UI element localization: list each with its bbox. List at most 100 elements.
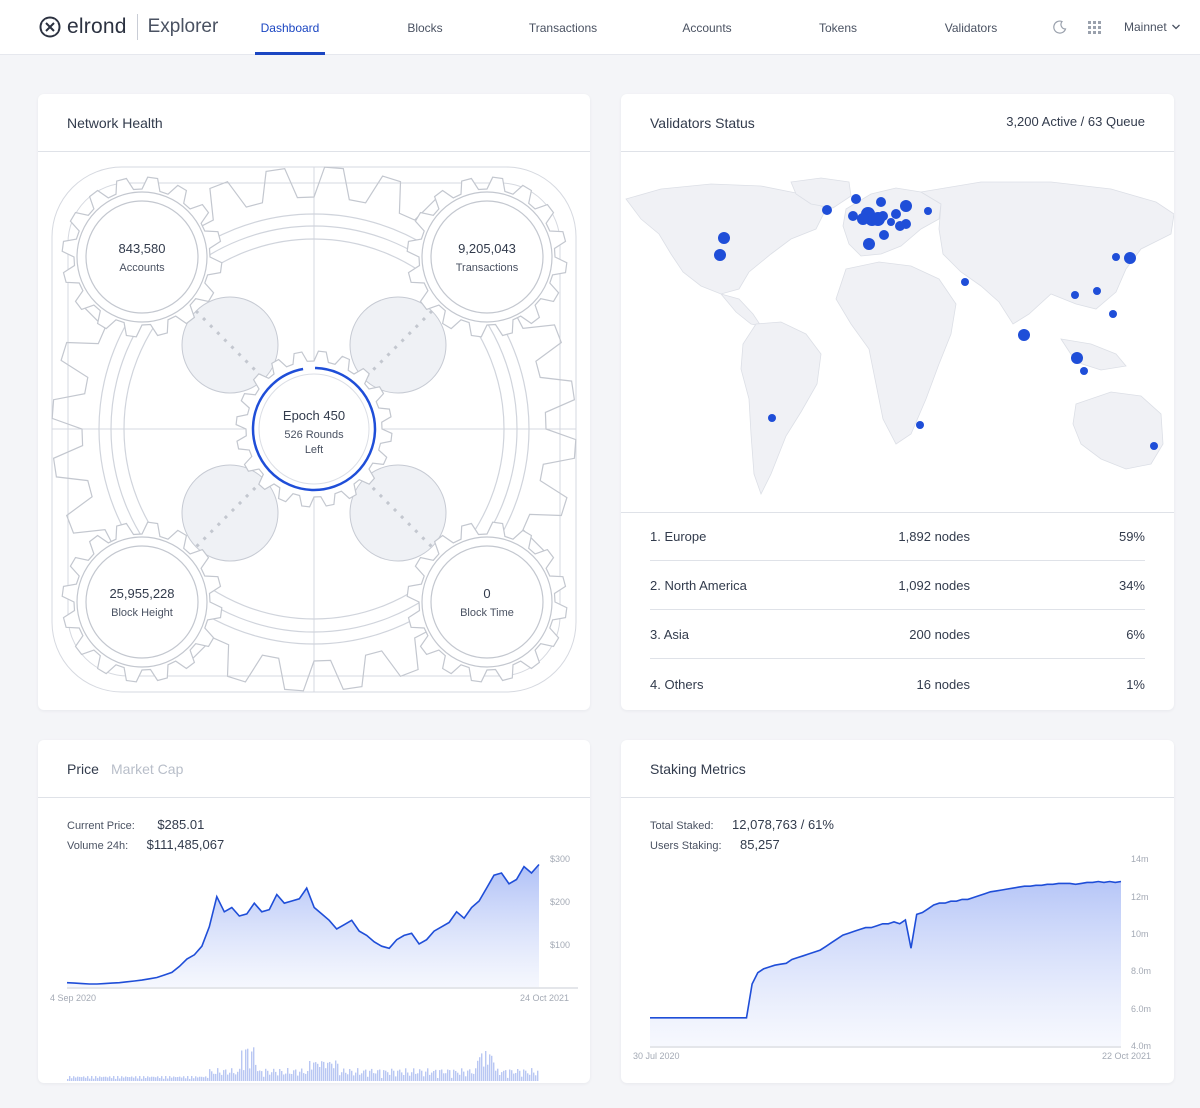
- volume-bar: [271, 1072, 273, 1081]
- volume-bar: [311, 1069, 313, 1081]
- validators-summary: 3,200 Active / 63 Queue: [1006, 114, 1145, 129]
- region-name: 2. North America: [650, 578, 747, 593]
- volume-bar: [115, 1078, 117, 1081]
- volume-bar: [353, 1075, 355, 1081]
- volume-bar: [511, 1070, 513, 1081]
- volume-bar: [93, 1078, 95, 1081]
- block-height-value: 25,955,228: [109, 586, 175, 601]
- volume-bar: [459, 1074, 461, 1081]
- validators-status-title: Validators Status: [650, 115, 755, 131]
- region-nodes: 1,092 nodes: [898, 578, 970, 593]
- network-health-card: Network Health 843,580: [38, 94, 590, 710]
- volume-bar: [171, 1077, 173, 1081]
- validator-dot: [1080, 367, 1088, 375]
- volume-bar: [205, 1076, 207, 1081]
- volume-bar: [341, 1072, 343, 1081]
- volume-bar: [91, 1076, 93, 1081]
- volume-bar: [403, 1075, 405, 1081]
- region-name: 1. Europe: [650, 529, 707, 544]
- volume-bar: [377, 1070, 379, 1081]
- volume-bar: [227, 1074, 229, 1081]
- volume-bar: [167, 1078, 169, 1081]
- volume-bar: [203, 1077, 205, 1081]
- region-pct: 34%: [1118, 578, 1145, 593]
- price-tick-300: $300: [550, 854, 570, 864]
- volume-bar: [413, 1068, 415, 1081]
- volume-bar: [345, 1072, 347, 1081]
- volume-bar: [235, 1074, 237, 1081]
- accounts-stat: 843,580 Accounts: [92, 241, 192, 274]
- nav-validators[interactable]: Validators: [944, 20, 998, 35]
- users-staking-row: Users Staking: 85,257: [650, 836, 780, 854]
- map-south-america: [740, 321, 822, 496]
- volume-bar: [527, 1073, 529, 1081]
- volume-bar: [391, 1068, 393, 1081]
- network-label: Mainnet: [1124, 20, 1167, 34]
- volume-bar: [363, 1070, 365, 1081]
- volume-bar: [161, 1076, 163, 1081]
- volume-bar: [307, 1071, 309, 1081]
- validator-dot: [714, 249, 726, 261]
- volume-bar: [261, 1071, 263, 1081]
- volume-bar: [281, 1071, 283, 1081]
- tab-price[interactable]: Price: [67, 761, 99, 777]
- volume-bar: [427, 1068, 429, 1081]
- block-height-stat: 25,955,228 Block Height: [92, 586, 192, 619]
- volume-bar: [121, 1076, 123, 1081]
- volume-bar: [421, 1070, 423, 1081]
- volume-bar: [131, 1076, 133, 1081]
- volume-bar: [313, 1062, 315, 1081]
- validator-dot: [916, 421, 924, 429]
- volume-bar: [509, 1069, 511, 1081]
- volume-bar: [229, 1072, 231, 1081]
- block-time-stat: 0 Block Time: [437, 586, 537, 619]
- nav-tokens[interactable]: Tokens: [818, 20, 858, 35]
- price-tick-100: $100: [550, 940, 570, 950]
- grid-icon[interactable]: [1088, 21, 1101, 34]
- volume-bar: [485, 1051, 487, 1081]
- staking-line: [650, 880, 1122, 1019]
- volume-bar: [397, 1070, 399, 1081]
- validators-status-card: Validators Status 3,200 Active / 63 Queu…: [621, 94, 1174, 710]
- price-card: Price Market Cap Current Price: $285.01 …: [38, 740, 590, 1083]
- volume-bar: [375, 1073, 377, 1081]
- tab-market-cap[interactable]: Market Cap: [111, 761, 184, 777]
- volume-bar: [79, 1076, 81, 1081]
- volume-bar: [275, 1071, 277, 1081]
- volume-bar: [359, 1074, 361, 1081]
- nav-dashboard[interactable]: Dashboard: [255, 0, 325, 55]
- elrond-logo-icon: [39, 16, 61, 38]
- volume-bar: [265, 1068, 267, 1081]
- nav-blocks[interactable]: Blocks: [407, 20, 443, 35]
- price-x-start: 4 Sep 2020: [50, 993, 96, 1003]
- volume-bar: [219, 1072, 221, 1081]
- validator-dot: [848, 211, 858, 221]
- map-greenland: [790, 177, 852, 209]
- nav-accounts[interactable]: Accounts: [682, 20, 732, 35]
- volume-bar: [233, 1073, 235, 1081]
- volume-bar: [169, 1076, 171, 1081]
- volume-bar: [455, 1071, 457, 1081]
- moon-icon[interactable]: [1053, 20, 1067, 34]
- volume-bar: [323, 1061, 325, 1081]
- logo-text: elrond: [67, 15, 127, 38]
- volume-bar: [133, 1077, 135, 1081]
- volume-bar: [493, 1062, 495, 1081]
- volume-bar: [163, 1078, 165, 1081]
- volume-bar: [523, 1069, 525, 1081]
- nav-transactions[interactable]: Transactions: [528, 20, 598, 35]
- volume-bar: [501, 1072, 503, 1081]
- volume-bar: [119, 1078, 121, 1081]
- volume-bar: [145, 1078, 147, 1081]
- map-asia: [919, 181, 1174, 325]
- volume-bar: [245, 1049, 247, 1081]
- network-selector[interactable]: Mainnet: [1124, 20, 1181, 34]
- elrond-logo[interactable]: elrond Explorer: [38, 14, 218, 40]
- volume-bar: [239, 1068, 241, 1081]
- users-staking-label: Users Staking:: [650, 840, 722, 852]
- validator-dot: [871, 212, 885, 226]
- volume-bar: [127, 1077, 129, 1081]
- volume-bar: [483, 1066, 485, 1081]
- volume-bar: [443, 1073, 445, 1081]
- volume-label: Volume 24h:: [67, 840, 129, 852]
